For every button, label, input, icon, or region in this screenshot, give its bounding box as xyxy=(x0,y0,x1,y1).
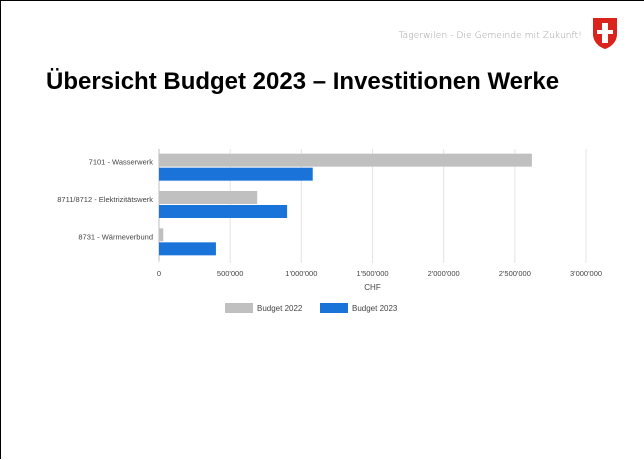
x-tick-label: 2'500'000 xyxy=(499,269,531,278)
x-tick-label: 3'000'000 xyxy=(570,269,602,278)
bar-budget-2022 xyxy=(159,153,532,167)
bar-budget-2023 xyxy=(159,242,216,256)
legend-swatch xyxy=(320,303,348,313)
x-tick-label: 1'000'000 xyxy=(285,269,317,278)
tagline: Tägerwilen - Die Gemeinde mit Zukunft! xyxy=(398,31,582,41)
bar-budget-2022 xyxy=(159,191,258,204)
legend-swatch xyxy=(225,303,253,313)
legend-label: Budget 2023 xyxy=(352,304,398,313)
bar-budget-2022 xyxy=(159,228,164,242)
legend-label: Budget 2022 xyxy=(257,304,303,313)
x-tick-label: 500'000 xyxy=(217,269,243,278)
x-tick-label: 2'000'000 xyxy=(428,269,460,278)
category-label: 8711/8712 - Elektrizitätswerk xyxy=(57,195,153,204)
x-axis-title: CHF xyxy=(364,283,381,292)
x-tick-label: 1'500'000 xyxy=(356,269,388,278)
bar-budget-2023 xyxy=(159,205,288,218)
crest-emblem xyxy=(597,23,613,43)
slide-title: Übersicht Budget 2023 – Investitionen We… xyxy=(46,68,560,95)
category-label: 8731 - Wärmeverbund xyxy=(78,232,153,241)
municipal-coat-of-arms-icon xyxy=(593,18,617,49)
x-tick-label: 0 xyxy=(157,269,161,278)
category-label: 7101 - Wasserwerk xyxy=(89,158,154,167)
bar-budget-2023 xyxy=(159,167,313,181)
